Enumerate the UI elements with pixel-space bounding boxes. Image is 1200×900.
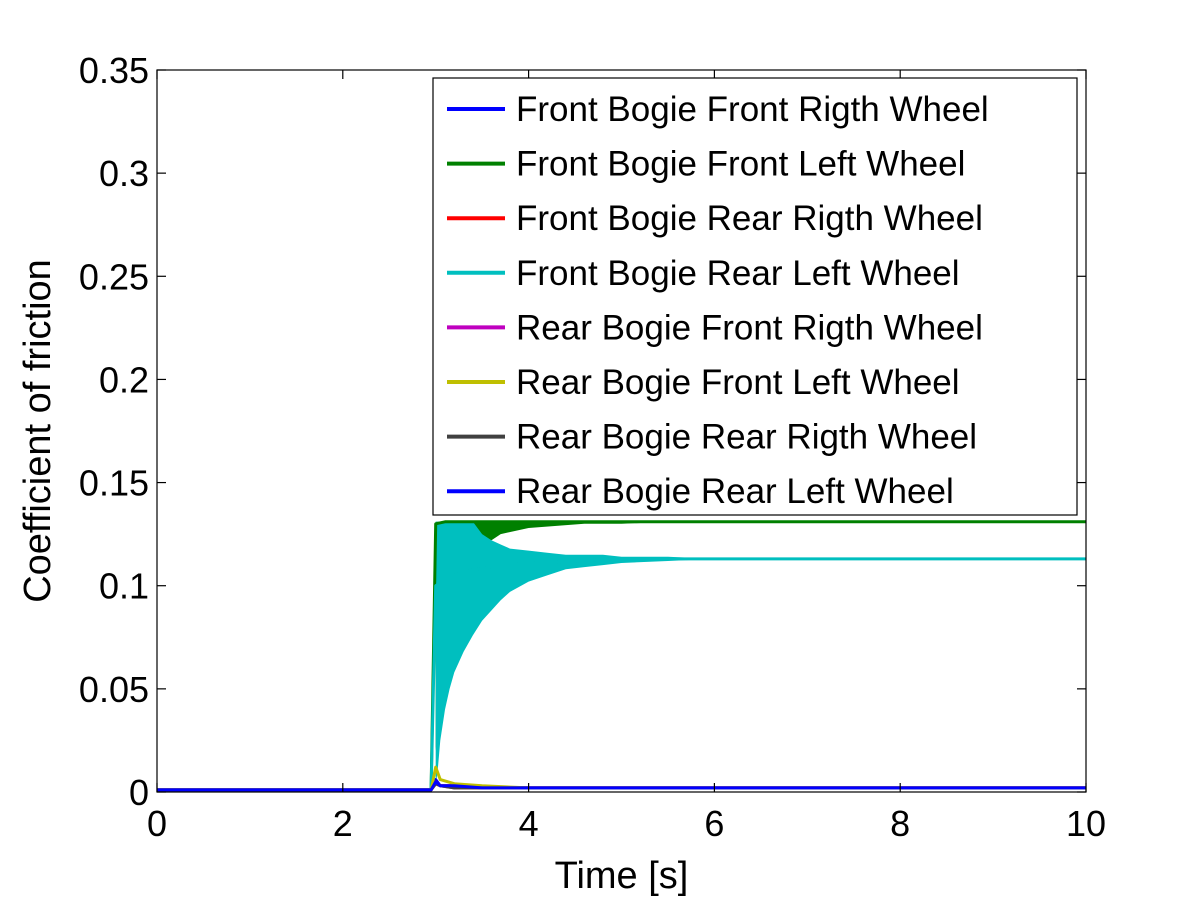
x-tick-label: 6 <box>704 803 724 844</box>
y-tick-label: 0.2 <box>99 359 149 400</box>
legend-label: Front Bogie Rear Left Wheel <box>516 254 960 293</box>
x-tick-label: 0 <box>147 803 167 844</box>
y-axis-ticks: 0 0.05 0.1 0.15 0.2 0.25 0.3 0.35 <box>79 50 1086 813</box>
plot-frame <box>156 69 1087 793</box>
legend-box <box>432 77 1078 516</box>
legend-label: Rear Bogie Rear Left Wheel <box>516 472 954 511</box>
legend-label: Front Bogie Rear Rigth Wheel <box>516 199 983 238</box>
y-tick-label: 0.15 <box>79 463 149 504</box>
x-tick-label: 8 <box>890 803 910 844</box>
y-tick-label: 0.3 <box>99 153 149 194</box>
y-tick-label: 0.35 <box>79 50 149 91</box>
y-tick-label: 0.25 <box>79 256 149 297</box>
x-axis-ticks: 0 2 4 6 8 10 <box>147 70 1106 844</box>
oscillation-band-1 <box>435 521 715 786</box>
oscillation-bands <box>435 521 715 786</box>
series-line-7 <box>157 780 1086 792</box>
legend-label: Front Bogie Front Left Wheel <box>516 145 965 184</box>
series-lines <box>157 520 1086 792</box>
legend-label: Front Bogie Front Rigth Wheel <box>516 90 989 129</box>
legend: Front Bogie Front Rigth Wheel Front Bogie… <box>432 77 1078 516</box>
legend-label: Rear Bogie Front Rigth Wheel <box>516 308 983 347</box>
x-tick-label: 2 <box>333 803 353 844</box>
series-line-3 <box>157 557 1086 792</box>
y-tick-label: 0.1 <box>99 566 149 607</box>
x-tick-label: 10 <box>1066 803 1106 844</box>
y-tick-label: 0.05 <box>79 669 149 710</box>
legend-label: Rear Bogie Rear Rigth Wheel <box>516 418 977 457</box>
x-axis-label: Time [s] <box>555 855 689 897</box>
legend-label: Rear Bogie Front Left Wheel <box>516 363 960 402</box>
x-tick-label: 4 <box>519 803 539 844</box>
y-tick-label: 0 <box>129 772 149 813</box>
series-line-1 <box>157 520 1086 792</box>
y-axis-label: Coefficient of friction <box>17 259 59 603</box>
